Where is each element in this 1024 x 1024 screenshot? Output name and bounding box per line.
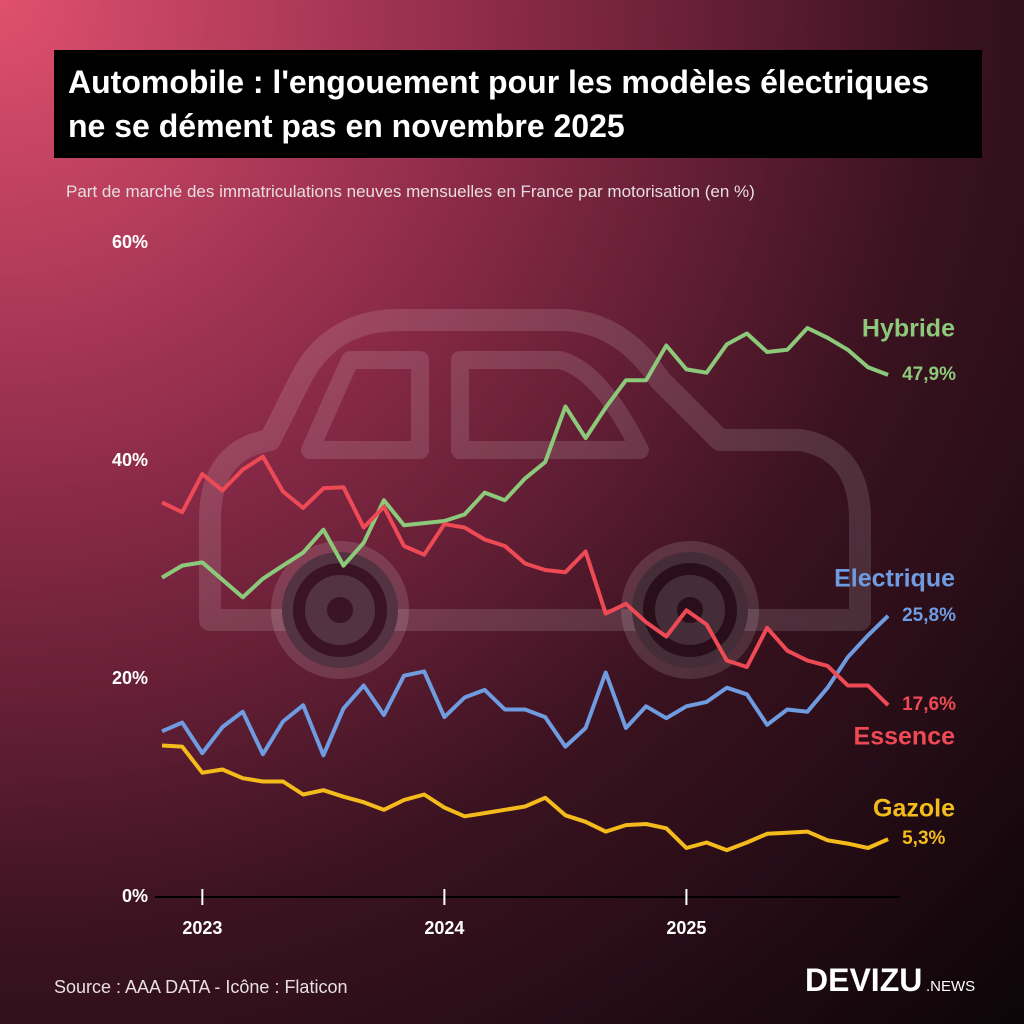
legend-label: Electrique	[834, 565, 955, 593]
chart-title: Automobile : l'engouement pour les modèl…	[54, 50, 982, 158]
value-label: 17,6%	[902, 694, 956, 715]
source: Source : AAA DATA - Icône : Flaticon	[54, 977, 348, 997]
brand-suffix: .NEWS	[926, 978, 976, 995]
x-tick-label: 2024	[424, 918, 464, 938]
series-line	[161, 454, 890, 707]
value-label: 47,9%	[902, 364, 956, 385]
y-tick-label: 60%	[112, 232, 148, 252]
x-tick-label: 2025	[666, 918, 706, 938]
x-tick-label: 2023	[182, 918, 222, 938]
series-line	[160, 326, 889, 600]
value-label: 5,3%	[902, 828, 945, 849]
series-line	[161, 743, 889, 853]
legend-label: Gazole	[873, 795, 955, 823]
legend-label: Hybride	[862, 315, 955, 343]
y-tick-label: 0%	[122, 886, 148, 906]
series-line	[161, 614, 890, 758]
brand: DEVIZU	[805, 962, 923, 998]
y-tick-label: 40%	[112, 450, 148, 470]
chart-subtitle: Part de marché des immatriculations neuv…	[66, 182, 755, 201]
value-label: 25,8%	[902, 605, 956, 626]
legend-label: Essence	[854, 723, 956, 751]
car-icon	[199, 309, 871, 679]
y-tick-label: 20%	[112, 668, 148, 688]
